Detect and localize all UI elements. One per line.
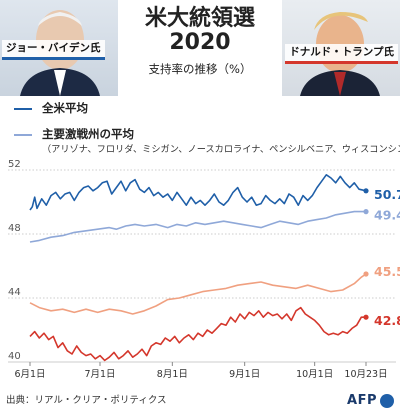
series-line (29, 174, 367, 211)
x-tick-label: 7月1日 (84, 369, 115, 378)
data-label: 42.8 (374, 313, 400, 328)
chart-subtitle: 支持率の推移（%） (148, 62, 252, 76)
afp-logo-text: AFP (347, 393, 377, 408)
y-tick-label: 48 (8, 223, 21, 234)
title-block: 米大統領選 2020 支持率の推移（%） (118, 6, 282, 77)
poll-chart: 40 44 48 52 6月1日 7月1日 8月1日 9月1日 10月1日 10月23日 50.7 4… (8, 160, 400, 378)
legend-item-battleground: 主要激戦州の平均 （アリゾナ、フロリダ、ミシガン、ノースカロライナ、ペンシルベニ… (8, 126, 400, 160)
chart-title: 米大統領選 (144, 6, 255, 31)
x-tick-label: 8月1日 (157, 369, 188, 378)
y-tick-label: 44 (8, 287, 21, 298)
afp-logo-mark-icon (380, 393, 394, 408)
data-label: 49.4 (374, 208, 400, 223)
data-label: 50.7 (374, 187, 400, 202)
series-line (29, 273, 367, 315)
x-tick-label: 10月23日 (344, 369, 387, 378)
x-tick-label: 9月1日 (229, 369, 260, 378)
data-label: 45.5 (374, 264, 400, 279)
series-endpoint (363, 271, 369, 277)
series-endpoint (363, 188, 369, 194)
y-tick-label: 52 (8, 160, 21, 170)
biden-portrait: ジョー・バイデン氏 (0, 0, 118, 96)
legend-swatch-national (14, 108, 32, 110)
series-endpoint (363, 209, 369, 215)
x-tick-label: 6月1日 (14, 369, 45, 378)
legend-label-battleground: 主要激戦州の平均 (42, 127, 134, 141)
y-tick-label: 40 (8, 351, 21, 362)
chart-title-year: 2020 (169, 30, 231, 55)
legend-note-battleground: （アリゾナ、フロリダ、ミシガン、ノースカロライナ、ペンシルベニア、ウィスコンシン… (42, 144, 400, 155)
trump-name-tag: ドナルド・トランプ氏 (285, 44, 398, 64)
trump-portrait: ドナルド・トランプ氏 (282, 0, 400, 96)
legend-item-national: 全米平均 (8, 100, 396, 118)
afp-logo: AFP (347, 393, 394, 408)
legend: 全米平均 主要激戦州の平均 （アリゾナ、フロリダ、ミシガン、ノースカロライナ、ペ… (8, 100, 400, 160)
series-line (29, 306, 366, 362)
legend-label-national: 全米平均 (42, 101, 88, 115)
biden-name-tag: ジョー・バイデン氏 (2, 40, 105, 60)
x-tick-label: 10月1日 (296, 369, 333, 378)
source-note: 出典：リアル・クリア・ポリティクス (6, 395, 167, 406)
legend-swatch-battleground (14, 134, 32, 136)
series-line (29, 210, 366, 243)
series-endpoint (363, 314, 369, 320)
